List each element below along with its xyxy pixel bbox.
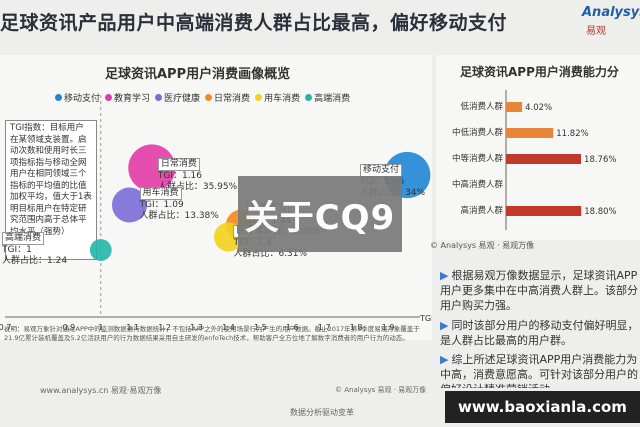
footer-left: www.analysys.cn 易观·易观万像 xyxy=(40,386,162,395)
bullet-2: ▶ 同时该部分用户的移动支付偏好明显，是人群占比最高的用户群。 xyxy=(440,318,640,348)
bubble-name: 用车消费 xyxy=(139,187,182,200)
legend-dot xyxy=(205,94,213,101)
bullet-icon: ▶ xyxy=(440,353,449,366)
x-tick-label: 0.7 xyxy=(0,323,11,332)
x-tick-label: 1.6 xyxy=(286,323,299,332)
x-tick-label: 1.7 xyxy=(318,323,331,332)
chart-note: 说明：易观万象针对通过APP中的监测数据进行数据统计，不包括APP之外的使用场景… xyxy=(4,325,420,342)
right-source: © Analysys 易观 · 易观万像 xyxy=(430,241,535,250)
bubble-share: 人群占比：35.95% xyxy=(157,182,238,192)
legend-label: 医疗健康 xyxy=(164,94,201,104)
bar-category-label: 中等消费人群 xyxy=(452,153,504,164)
bubble xyxy=(111,187,148,223)
legend-item: 高端消费 xyxy=(305,91,350,104)
x-tick-label: 1 xyxy=(98,323,103,332)
overlay-caption: 关于CQ9 xyxy=(238,176,402,252)
logo-subtext: 易观 xyxy=(586,26,606,37)
logo-text: Analysys xyxy=(582,5,640,20)
legend-label: 教育学习 xyxy=(114,94,151,104)
x-tick-label: 1.5 xyxy=(254,323,267,332)
bar xyxy=(506,102,523,112)
bubble-tgi: TGI：1.09 xyxy=(139,200,184,210)
footer-right: © Analysys 易观 · 易观万像 xyxy=(335,386,427,394)
x-tick-label: 1.9 xyxy=(382,323,395,332)
bubble-label: 高端消费 TGI：1 人群占比：1.24 xyxy=(2,232,67,267)
footer-center: 数据分析驱动变革 xyxy=(290,408,354,417)
legend-item: 教育学习 xyxy=(105,91,150,104)
x-tick-label: 1.8 xyxy=(350,323,363,332)
bullet-icon: ▶ xyxy=(440,319,449,332)
legend-dot xyxy=(255,94,263,101)
legend-dot xyxy=(305,94,313,101)
legend-dot xyxy=(55,94,62,101)
bubble-tgi: TGI：1 xyxy=(2,245,32,255)
bar xyxy=(506,128,554,138)
bar xyxy=(506,154,582,164)
bar-value-label: 18.76% xyxy=(584,155,616,165)
bar-category-label: 高消费人群 xyxy=(460,205,503,216)
bubble xyxy=(89,239,112,261)
scatter-legend: 移动支付 教育学习 医疗健康 日常消费 用车消费 高端消费 xyxy=(55,91,350,104)
bar-value-label: 11.82% xyxy=(556,129,588,139)
x-tick-label: 0.9 xyxy=(62,323,75,332)
bullet-text: 根据易观万像数据显示，足球资讯APP用户更多集中在中高消费人群上。该部分用户购买… xyxy=(440,269,638,312)
bar-value-label: 4.02% xyxy=(525,103,552,113)
bar-category-label: 中高消费人群 xyxy=(452,179,504,190)
bubble xyxy=(128,144,176,192)
bar-category-label: 低消费人群 xyxy=(460,101,503,112)
right-chart-title: 足球资讯APP用户消费能力分 xyxy=(460,65,619,79)
x-axis-label: TGI xyxy=(419,314,432,323)
legend-item: 医疗健康 xyxy=(155,91,200,104)
legend-item: 日常消费 xyxy=(205,91,250,104)
legend-item: 移动支付 xyxy=(55,91,100,104)
bullet-text: 同时该部分用户的移动支付偏好明显，是人群占比最高的用户群。 xyxy=(440,319,639,347)
x-tick-label: 1.3 xyxy=(190,323,203,332)
bar-category-label: 中低消费人群 xyxy=(452,127,504,138)
legend-label: 日常消费 xyxy=(214,94,251,104)
page-title: 足球资讯产品用户中高端消费人群占比最高，偏好移动支付 xyxy=(0,12,508,34)
x-tick-label: 1.2 xyxy=(158,323,171,332)
bullet-3: ▶综上所述足球资讯APP用户消费能力为中高，消费意愿高。可针对该部分用户的偏好设… xyxy=(440,352,640,388)
bullet-1: ▶ 根据易观万像数据显示，足球资讯APP用户更多集中在中高消费人群上。该部分用户购… xyxy=(440,268,640,313)
bullet-icon: ▶ xyxy=(440,269,449,282)
bubble-share: 人群占比：13.38% xyxy=(139,211,219,221)
bubble-tgi: TGI：1.16 xyxy=(157,171,203,181)
bubble-name: 日常消费 xyxy=(157,158,200,171)
bullet-text: 综上所述足球资讯APP用户消费能力为中高，消费意愿高。可针对该部分用户的偏好设计… xyxy=(440,353,638,388)
left-chart-title: 足球资讯APP用户消费画像概览 xyxy=(105,67,291,82)
legend-label: 用车消费 xyxy=(264,94,301,104)
legend-item: 用车消费 xyxy=(255,91,300,104)
bubble-label: 用车消费 TGI：1.09 人群占比：13.38% xyxy=(139,187,219,222)
legend-label: 高端消费 xyxy=(314,94,351,104)
legend-label: 移动支付 xyxy=(64,94,101,104)
watermark-banner[interactable]: www.baoxianla.com xyxy=(445,391,640,423)
x-tick-label: 1.4 xyxy=(222,323,235,332)
bar xyxy=(506,206,582,216)
bubble-label: 日常消费 TGI：1.16 人群占比：35.95% xyxy=(157,158,238,193)
analysys-logo: Analysys 易观 xyxy=(572,2,640,42)
x-tick-label: 1.1 xyxy=(126,323,139,332)
bar-value-label: 18.80% xyxy=(584,207,616,217)
bar-chart: 低消费人群 4.02% 中低消费人群 11.82% 中等消费人群 18.76% 中高消费人群… xyxy=(452,90,617,230)
legend-dot xyxy=(155,94,163,101)
legend-dot xyxy=(105,94,113,101)
bubble-share: 人群占比：1.24 xyxy=(2,256,68,266)
bubble-share: 人群占比：6.31% xyxy=(233,249,308,259)
bubble-name: 高端消费 xyxy=(2,232,45,245)
